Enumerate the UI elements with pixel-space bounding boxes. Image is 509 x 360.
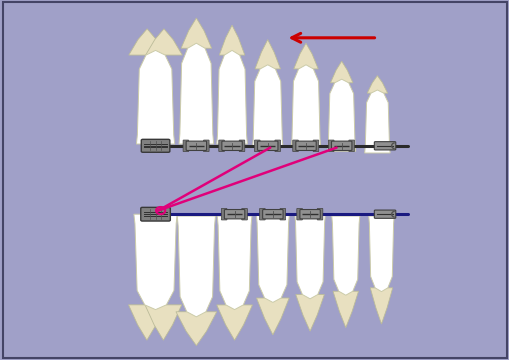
Polygon shape (295, 294, 324, 331)
Polygon shape (256, 214, 289, 302)
Polygon shape (330, 61, 352, 83)
FancyBboxPatch shape (221, 141, 242, 150)
FancyBboxPatch shape (317, 208, 322, 220)
FancyBboxPatch shape (299, 210, 320, 219)
FancyBboxPatch shape (241, 208, 247, 220)
FancyBboxPatch shape (292, 140, 298, 152)
Polygon shape (291, 65, 320, 148)
FancyBboxPatch shape (141, 139, 169, 152)
Polygon shape (331, 216, 359, 295)
Polygon shape (128, 29, 165, 55)
Polygon shape (219, 25, 244, 55)
FancyBboxPatch shape (254, 140, 260, 152)
Polygon shape (332, 291, 358, 328)
Polygon shape (181, 18, 211, 48)
FancyBboxPatch shape (221, 208, 227, 220)
Polygon shape (294, 214, 325, 299)
FancyBboxPatch shape (295, 141, 316, 150)
Polygon shape (254, 40, 280, 69)
FancyBboxPatch shape (331, 141, 351, 150)
FancyBboxPatch shape (259, 208, 265, 220)
Polygon shape (177, 216, 215, 317)
Polygon shape (128, 305, 165, 340)
FancyBboxPatch shape (218, 140, 224, 152)
FancyBboxPatch shape (374, 141, 395, 150)
FancyBboxPatch shape (313, 140, 318, 152)
Polygon shape (217, 216, 251, 310)
Polygon shape (366, 76, 387, 93)
Polygon shape (327, 79, 355, 151)
FancyBboxPatch shape (203, 140, 209, 152)
Polygon shape (216, 50, 247, 144)
FancyBboxPatch shape (224, 210, 244, 219)
FancyBboxPatch shape (262, 210, 282, 219)
Polygon shape (216, 305, 252, 340)
FancyBboxPatch shape (183, 140, 188, 152)
FancyBboxPatch shape (274, 140, 280, 152)
FancyBboxPatch shape (257, 141, 277, 150)
Polygon shape (293, 43, 318, 69)
Polygon shape (136, 50, 174, 144)
FancyBboxPatch shape (374, 210, 395, 218)
FancyBboxPatch shape (279, 208, 285, 220)
Polygon shape (146, 29, 182, 55)
Polygon shape (252, 65, 282, 148)
Polygon shape (364, 90, 389, 153)
Polygon shape (134, 214, 177, 310)
Polygon shape (176, 312, 216, 346)
Polygon shape (368, 216, 393, 292)
Polygon shape (145, 305, 181, 340)
FancyBboxPatch shape (140, 207, 170, 221)
Polygon shape (370, 288, 392, 324)
FancyBboxPatch shape (348, 140, 354, 152)
Polygon shape (179, 43, 213, 144)
Polygon shape (256, 298, 289, 335)
FancyBboxPatch shape (239, 140, 244, 152)
FancyBboxPatch shape (328, 140, 333, 152)
FancyBboxPatch shape (296, 208, 302, 220)
FancyBboxPatch shape (186, 141, 206, 150)
